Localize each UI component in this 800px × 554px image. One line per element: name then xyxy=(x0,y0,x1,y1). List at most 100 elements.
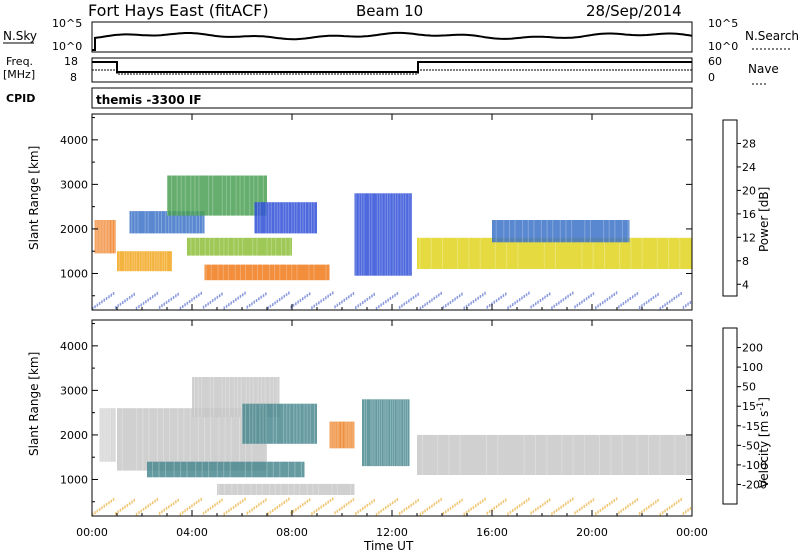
echo-texture xyxy=(101,408,103,462)
echo-texture xyxy=(197,408,199,471)
echo-texture xyxy=(281,237,282,256)
speckle xyxy=(283,294,285,298)
speckle xyxy=(689,301,692,304)
speckle xyxy=(523,294,525,298)
site-title: Fort Hays East (fitACF) xyxy=(88,1,269,20)
speckle xyxy=(218,500,221,504)
echo-texture xyxy=(287,202,289,234)
echo-texture xyxy=(508,220,510,243)
echo-texture xyxy=(648,434,649,475)
echo-texture xyxy=(313,403,315,444)
speckle xyxy=(304,295,306,299)
speckle xyxy=(611,294,613,298)
speckle xyxy=(242,499,244,503)
cpid-panel xyxy=(91,87,693,109)
speckle xyxy=(368,296,371,300)
speckle xyxy=(212,505,214,509)
speckle xyxy=(161,510,163,514)
echo-texture xyxy=(495,220,497,243)
echo-texture xyxy=(239,175,241,216)
echo-texture xyxy=(249,403,251,444)
y-tick-label: 2000 xyxy=(60,223,88,236)
echo-texture xyxy=(264,377,266,418)
speckle xyxy=(92,306,94,310)
power-colorbar-label: Power [dB] xyxy=(757,187,771,252)
speckle xyxy=(202,305,205,309)
speckle xyxy=(542,297,544,301)
speckle xyxy=(495,505,498,509)
speckle xyxy=(629,503,632,506)
speckle xyxy=(168,299,170,303)
speckle xyxy=(96,303,99,307)
date-title: 28/Sep/2014 xyxy=(586,2,682,20)
speckle xyxy=(678,293,680,297)
echo-texture xyxy=(208,461,210,478)
speckle xyxy=(551,306,553,310)
echo-texture xyxy=(349,421,351,449)
speckle xyxy=(128,296,131,300)
echo-texture xyxy=(107,408,109,462)
echo-texture xyxy=(144,211,146,234)
speckle xyxy=(620,303,622,307)
echo-texture xyxy=(552,220,554,243)
speckle xyxy=(205,304,207,308)
nsearch-label: N.Search xyxy=(745,29,799,43)
echo-texture xyxy=(114,408,116,462)
speckle xyxy=(643,302,645,306)
echo-texture xyxy=(245,377,247,418)
colorbar-tick-label: 20 xyxy=(742,184,756,197)
echo-texture xyxy=(134,211,136,234)
echo-texture xyxy=(523,434,525,475)
speckle xyxy=(382,507,385,511)
speckle xyxy=(138,305,140,309)
echo-texture xyxy=(185,211,187,234)
speckle xyxy=(403,302,405,306)
echo-texture xyxy=(679,237,681,269)
speckle xyxy=(475,504,477,508)
speckle xyxy=(666,507,669,511)
echo-texture xyxy=(131,251,133,272)
speckle xyxy=(276,505,279,509)
speckle xyxy=(126,503,129,507)
speckle xyxy=(158,305,161,309)
speckle xyxy=(505,498,507,502)
echo-texture xyxy=(169,408,171,471)
echo-texture xyxy=(372,399,374,467)
speckle xyxy=(329,499,332,502)
echo-texture xyxy=(266,237,268,256)
speckle xyxy=(239,294,242,298)
speckle xyxy=(248,509,251,513)
power-marks xyxy=(92,175,692,310)
speckle xyxy=(341,300,343,304)
echo-texture xyxy=(299,483,301,495)
echo-band xyxy=(254,202,317,234)
speckle xyxy=(285,293,288,297)
echo-texture xyxy=(102,220,104,254)
echo-texture xyxy=(581,237,583,269)
speckle xyxy=(560,505,562,509)
echo-texture xyxy=(345,421,347,449)
echo-texture xyxy=(656,237,658,269)
echo-texture xyxy=(173,461,175,478)
speckle xyxy=(532,509,535,513)
echo-texture xyxy=(335,421,337,449)
echo-texture xyxy=(659,434,661,475)
echo-texture xyxy=(468,237,470,269)
x-tick-label: 20:00 xyxy=(576,526,608,539)
speckle xyxy=(634,499,636,503)
speckle xyxy=(585,503,588,507)
speckle xyxy=(371,294,373,298)
echo-texture xyxy=(293,202,295,234)
speckle xyxy=(608,502,611,506)
speckle xyxy=(493,300,495,304)
speckle xyxy=(537,506,539,510)
speckle xyxy=(479,295,482,298)
echo-texture xyxy=(291,202,293,234)
echo-texture xyxy=(204,237,206,256)
echo-texture xyxy=(104,408,105,462)
speckle xyxy=(332,291,334,295)
echo-texture xyxy=(668,237,670,269)
echo-texture xyxy=(599,434,600,475)
speckle xyxy=(327,500,329,504)
echo-texture xyxy=(376,193,378,276)
